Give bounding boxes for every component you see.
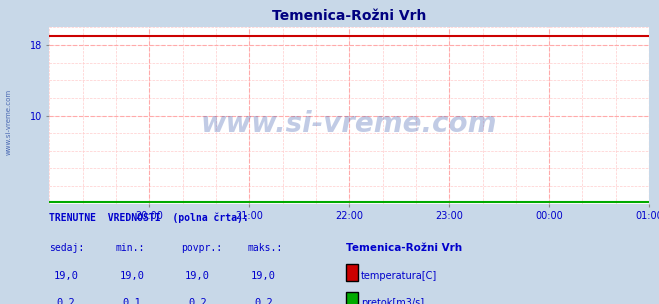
Text: 0,2: 0,2: [188, 298, 207, 304]
Text: TRENUTNE  VREDNOSTI  (polna črta):: TRENUTNE VREDNOSTI (polna črta):: [49, 213, 249, 223]
Text: pretok[m3/s]: pretok[m3/s]: [361, 298, 424, 304]
Text: sedaj:: sedaj:: [49, 243, 84, 253]
Text: min.:: min.:: [115, 243, 145, 253]
Text: temperatura[C]: temperatura[C]: [361, 271, 438, 281]
Text: 19,0: 19,0: [185, 271, 210, 281]
Text: Temenica-Rožni Vrh: Temenica-Rožni Vrh: [346, 243, 462, 253]
Text: www.si-vreme.com: www.si-vreme.com: [5, 88, 11, 155]
Text: 19,0: 19,0: [53, 271, 78, 281]
Text: www.si-vreme.com: www.si-vreme.com: [201, 110, 498, 138]
Text: povpr.:: povpr.:: [181, 243, 222, 253]
Title: Temenica-Rožni Vrh: Temenica-Rožni Vrh: [272, 9, 426, 23]
Text: maks.:: maks.:: [247, 243, 282, 253]
Text: 0,1: 0,1: [123, 298, 141, 304]
Text: 19,0: 19,0: [119, 271, 144, 281]
Text: 19,0: 19,0: [251, 271, 276, 281]
Text: 0,2: 0,2: [57, 298, 75, 304]
Text: 0,2: 0,2: [254, 298, 273, 304]
